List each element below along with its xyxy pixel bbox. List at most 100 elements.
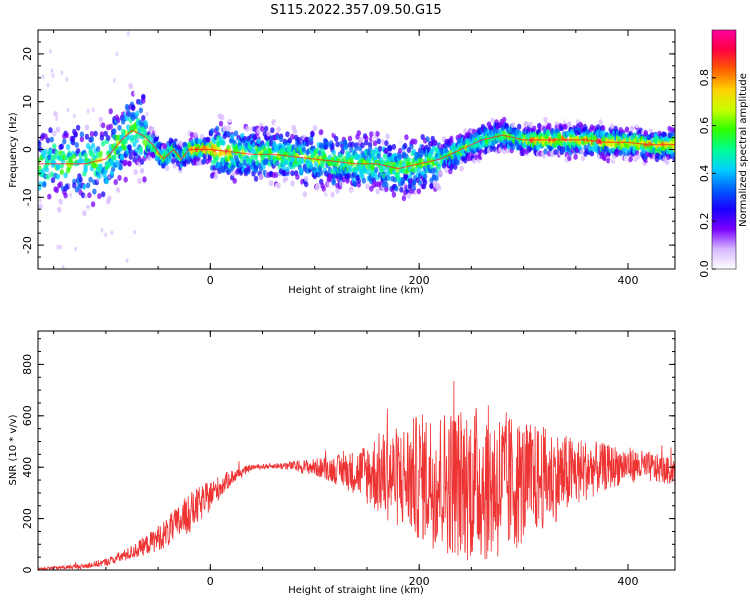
spectrogram-cell xyxy=(55,173,61,180)
spectrogram-cell xyxy=(250,154,255,161)
colorbar: 0.0 0.2 0.4 0.6 0.8 Normalized spectral ampl… xyxy=(698,29,749,278)
snr-x-tick-label: 400 xyxy=(618,575,639,588)
spectrogram-cell xyxy=(132,141,137,148)
spectrogram-cell xyxy=(291,144,296,151)
spectrogram-cell xyxy=(245,125,250,132)
spectrogram-cell xyxy=(411,127,417,134)
spectrogram-cell xyxy=(98,116,103,123)
spectrogram-cell xyxy=(112,128,117,135)
spectrogram-cell xyxy=(449,135,454,142)
spectrogram-cell xyxy=(67,183,71,188)
spectrogram-cell xyxy=(140,167,144,173)
spectrogram-cell xyxy=(572,115,577,122)
spectrogram-cell xyxy=(189,131,195,138)
snr-ticks: 0 200 400 0 200 400 600 800 xyxy=(21,331,675,588)
spectrogram-cell xyxy=(126,30,130,36)
spectrogram-cell xyxy=(154,131,160,137)
spectrogram-cell xyxy=(38,203,43,210)
spectrogram-cell xyxy=(547,122,552,129)
spectrogram-cell xyxy=(376,153,381,160)
spectrogram-cell xyxy=(365,183,370,190)
spectrogram-cell xyxy=(141,115,146,121)
spectrogram-cell xyxy=(38,140,42,147)
spectrogram-cell xyxy=(364,139,369,146)
spectrogram-cell xyxy=(84,194,88,199)
spectrogram-cell xyxy=(290,133,295,140)
spectrogram-cell xyxy=(268,180,274,187)
spectrogram-cell xyxy=(64,205,70,212)
spectrogram-cell xyxy=(104,232,108,238)
spectrogram-cell xyxy=(258,173,264,180)
spectrogram-cell xyxy=(52,143,57,150)
spectrogram-cell xyxy=(47,154,52,161)
spectrogram-ticks: 0 200 400 -20 -10 0 10 20 xyxy=(21,29,675,287)
spectrogram-x-tick-label: 0 xyxy=(207,274,214,287)
spectrogram-cell xyxy=(352,180,358,187)
spectrogram-cell xyxy=(141,93,146,100)
spectrogram-cell xyxy=(453,163,458,170)
spectrogram-x-tick-label: 200 xyxy=(409,274,430,287)
spectrogram-cell xyxy=(112,77,116,83)
spectrogram-cell xyxy=(38,181,43,188)
spectrogram-cell xyxy=(85,182,91,189)
spectrogram-panel: 0 200 400 -20 -10 0 10 20 Height of straight li… xyxy=(8,29,676,296)
spectrogram-cell xyxy=(296,113,301,120)
spectrogram-cell xyxy=(636,118,641,125)
spectrogram-cell xyxy=(86,108,90,114)
spectrogram-cell xyxy=(53,110,58,117)
spectrogram-cell xyxy=(349,123,354,130)
spectrogram-cell xyxy=(256,127,261,134)
spectrogram-cell xyxy=(221,139,226,146)
spectrogram-cell xyxy=(236,124,241,131)
chart-title: S115.2022.357.09.50.G15 xyxy=(270,3,441,18)
spectrogram-cell xyxy=(528,121,533,128)
spectrogram-cell xyxy=(444,167,449,174)
spectrogram-cell xyxy=(299,167,304,174)
spectrogram-cell xyxy=(42,153,47,160)
spectrogram-cell xyxy=(256,138,261,145)
spectrogram-cell xyxy=(119,153,125,160)
colorbar-tick-label: 0.0 xyxy=(698,260,711,278)
spectrogram-cell xyxy=(276,182,281,189)
spectrogram-cell xyxy=(73,131,78,138)
spectrogram-y-tick-label: -10 xyxy=(21,188,34,206)
spectrogram-cell xyxy=(543,148,548,155)
spectrogram-cell xyxy=(320,162,325,169)
spectrogram-cell xyxy=(102,218,107,225)
spectrogram-cell xyxy=(137,178,142,184)
spectrogram-cell xyxy=(350,141,355,148)
spectrogram-cell xyxy=(133,229,136,235)
spectrogram-cell xyxy=(133,169,138,176)
spectrogram-y-label: Frequency (Hz) xyxy=(8,112,19,188)
spectrogram-cell xyxy=(138,146,143,152)
spectrogram-cell xyxy=(79,136,85,143)
spectrogram-cell xyxy=(43,133,48,140)
spectrogram-cell xyxy=(399,186,404,193)
spectrogram-cell xyxy=(128,83,133,89)
spectrogram-cell xyxy=(56,244,60,250)
spectrogram-cell xyxy=(221,167,226,174)
spectrogram-cell xyxy=(128,153,133,160)
spectrogram-cell xyxy=(567,121,572,128)
spectrogram-cell xyxy=(344,142,349,149)
spectrogram-cell xyxy=(58,198,63,205)
spectrogram-cell xyxy=(606,157,611,164)
spectrogram-cell xyxy=(386,175,392,182)
spectrogram-cell xyxy=(117,124,122,131)
spectrogram-cell xyxy=(73,117,78,124)
spectrogram-cell xyxy=(283,159,289,166)
spectrogram-cell xyxy=(339,180,344,187)
spectrogram-cell xyxy=(356,177,361,184)
spectrogram-heatmap xyxy=(38,30,675,269)
spectrogram-cell xyxy=(215,125,220,132)
spectrogram-cell xyxy=(502,116,507,123)
spectrogram-cell xyxy=(72,113,76,119)
spectrogram-cell xyxy=(361,177,366,184)
spectrogram-cell xyxy=(553,149,558,156)
spectrogram-cell xyxy=(107,195,112,202)
snr-y-label: SNR (10 * v/v) xyxy=(8,414,19,485)
spectrogram-cell xyxy=(300,158,305,165)
spectrogram-cell xyxy=(360,142,365,149)
spectrogram-cell xyxy=(92,188,97,195)
spectrogram-cell xyxy=(260,180,265,187)
